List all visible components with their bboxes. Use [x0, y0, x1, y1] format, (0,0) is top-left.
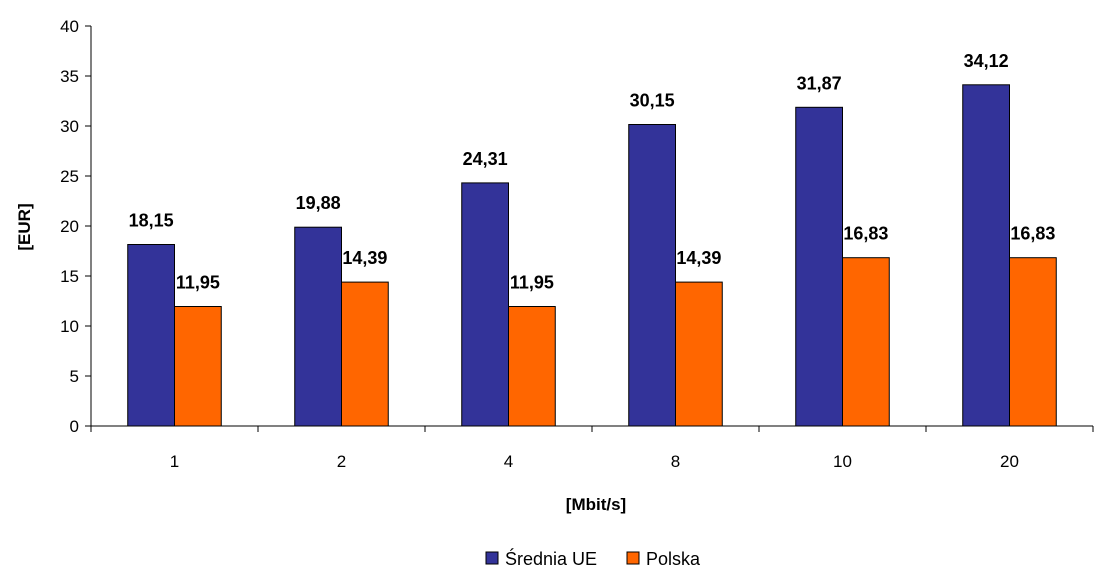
bar-polska [174, 306, 222, 427]
bar-polska [1009, 257, 1057, 427]
x-tick-label: 8 [671, 452, 680, 471]
x-tick-label: 20 [1000, 452, 1019, 471]
y-tick-label: 5 [70, 367, 79, 386]
bar-polska [842, 257, 890, 427]
data-label: 16,83 [843, 224, 888, 244]
x-tick-label: 4 [504, 452, 513, 471]
data-label: 14,39 [342, 248, 387, 268]
bar-srednia-ue [127, 244, 175, 427]
legend-label: Polska [646, 549, 701, 569]
data-label: 11,95 [510, 273, 554, 293]
y-tick-label: 10 [60, 317, 79, 336]
bar-srednia-ue [294, 226, 342, 427]
data-label: 31,87 [797, 73, 842, 93]
data-label: 18,15 [129, 211, 174, 231]
legend: Średnia UE Polska [485, 548, 701, 569]
bar-polska [675, 281, 723, 427]
legend-swatch [626, 551, 640, 565]
bar-srednia-ue [461, 182, 509, 427]
y-tick-label: 15 [60, 267, 79, 286]
data-label: 11,95 [176, 273, 220, 293]
data-label: 16,83 [1010, 224, 1055, 244]
y-tick-label: 30 [60, 117, 79, 136]
x-axis-title: [Mbit/s] [566, 495, 626, 514]
y-tick-label: 0 [70, 417, 79, 436]
x-tick-label: 2 [337, 452, 346, 471]
y-tick-label: 35 [60, 67, 79, 86]
x-axis: 1 2 4 8 10 20 [90, 425, 1094, 471]
data-label: 14,39 [676, 248, 721, 268]
y-tick-label: 40 [60, 17, 79, 36]
bar-polska [508, 306, 556, 427]
bar-srednia-ue [628, 124, 676, 427]
y-tick-label: 25 [60, 167, 79, 186]
data-label: 34,12 [964, 51, 1009, 71]
data-label: 30,15 [630, 91, 675, 111]
data-labels: 18,15 19,88 24,31 30,15 31,87 34,12 11,95 14,39… [129, 51, 1056, 293]
x-tick-label: 10 [833, 452, 852, 471]
y-axis: 0 5 10 15 20 25 30 35 40 [60, 17, 92, 436]
legend-swatch [485, 551, 499, 565]
bar-srednia-ue [795, 106, 843, 427]
y-tick-label: 20 [60, 217, 79, 236]
x-tick-label: 1 [170, 452, 179, 471]
bar-srednia-ue [962, 84, 1010, 427]
y-axis-title: [EUR] [15, 203, 34, 250]
data-label: 24,31 [463, 149, 508, 169]
bar-polska [341, 281, 389, 427]
legend-label: Średnia UE [505, 548, 597, 569]
data-label: 19,88 [296, 193, 341, 213]
bars [127, 84, 1057, 427]
